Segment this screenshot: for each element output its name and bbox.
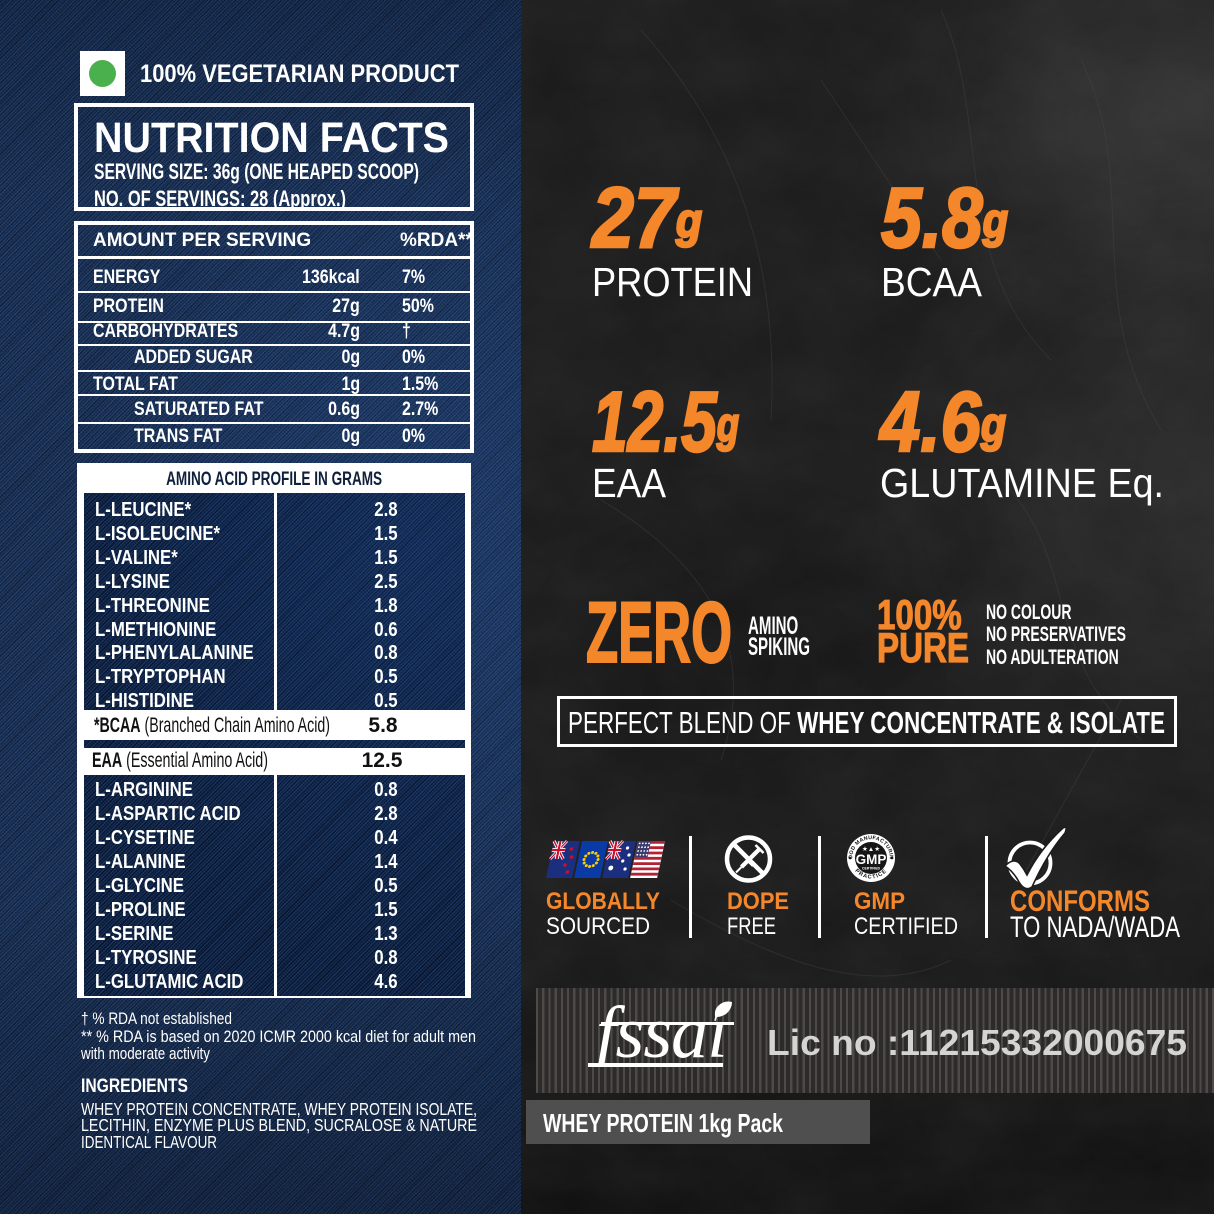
svg-text:GMP: GMP	[856, 852, 887, 867]
svg-text:CERTIFIED: CERTIFIED	[862, 867, 880, 871]
svg-text:★▲★: ★▲★	[862, 845, 880, 853]
